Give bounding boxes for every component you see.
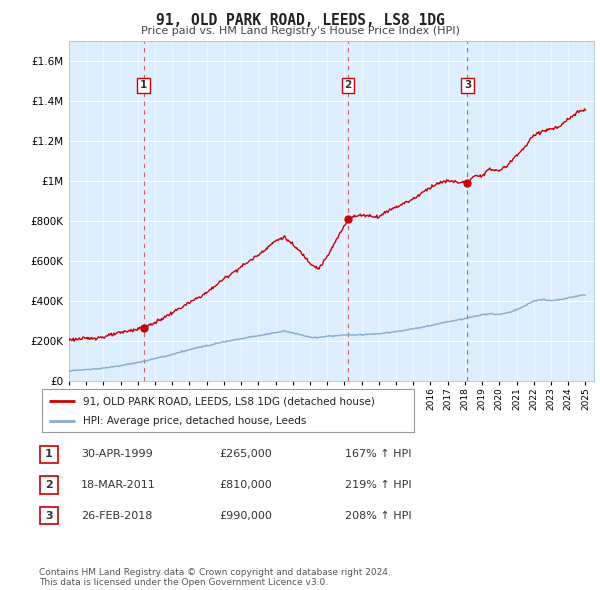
Text: 3: 3 [464, 80, 471, 90]
Text: 30-APR-1999: 30-APR-1999 [81, 450, 153, 459]
Text: 1: 1 [45, 450, 53, 459]
Text: £810,000: £810,000 [219, 480, 272, 490]
FancyBboxPatch shape [40, 445, 58, 463]
Text: Price paid vs. HM Land Registry's House Price Index (HPI): Price paid vs. HM Land Registry's House … [140, 26, 460, 36]
Text: 26-FEB-2018: 26-FEB-2018 [81, 511, 152, 520]
FancyBboxPatch shape [40, 476, 58, 494]
Text: 167% ↑ HPI: 167% ↑ HPI [345, 450, 412, 459]
Text: 208% ↑ HPI: 208% ↑ HPI [345, 511, 412, 520]
Text: 219% ↑ HPI: 219% ↑ HPI [345, 480, 412, 490]
Text: 91, OLD PARK ROAD, LEEDS, LS8 1DG (detached house): 91, OLD PARK ROAD, LEEDS, LS8 1DG (detac… [83, 396, 375, 407]
FancyBboxPatch shape [42, 389, 414, 432]
Text: Contains HM Land Registry data © Crown copyright and database right 2024.
This d: Contains HM Land Registry data © Crown c… [39, 568, 391, 587]
Text: HPI: Average price, detached house, Leeds: HPI: Average price, detached house, Leed… [83, 417, 306, 426]
Text: £265,000: £265,000 [219, 450, 272, 459]
Text: 3: 3 [45, 511, 53, 520]
Text: 2: 2 [344, 80, 352, 90]
FancyBboxPatch shape [40, 507, 58, 525]
Text: £990,000: £990,000 [219, 511, 272, 520]
Text: 18-MAR-2011: 18-MAR-2011 [81, 480, 156, 490]
Text: 2: 2 [45, 480, 53, 490]
Text: 1: 1 [140, 80, 147, 90]
Text: 91, OLD PARK ROAD, LEEDS, LS8 1DG: 91, OLD PARK ROAD, LEEDS, LS8 1DG [155, 13, 445, 28]
